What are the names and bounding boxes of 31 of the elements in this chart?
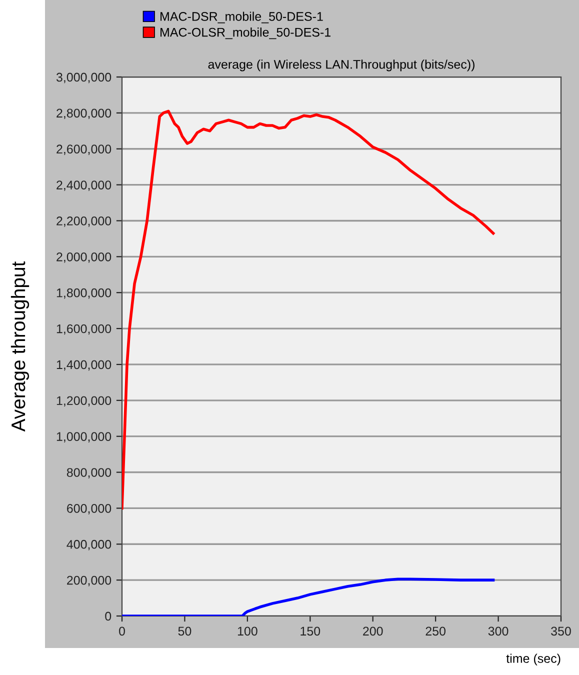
y-tick-label: 1,600,000	[56, 324, 112, 335]
legend-label: MAC-OLSR_mobile_50-DES-1	[160, 28, 330, 40]
y-axis-title: Average throughput	[10, 261, 30, 432]
y-tick-label: 1,400,000	[56, 360, 112, 371]
x-tick-label: 200	[363, 626, 383, 636]
y-tick-label: 1,800,000	[56, 288, 112, 299]
y-tick-label: 0	[105, 612, 112, 621]
x-tick-label: 50	[178, 626, 192, 636]
x-tick-label: 0	[119, 626, 125, 636]
chart-title: average (in Wireless LAN.Throughput (bits/sec))	[208, 60, 474, 72]
y-tick-label: 1,000,000	[56, 432, 112, 442]
x-tick-label: 300	[488, 626, 508, 636]
line-series	[122, 110, 495, 510]
x-tick-label: 100	[238, 626, 258, 636]
y-tick-label: 2,000,000	[56, 252, 112, 263]
y-tick-label: 400,000	[66, 540, 112, 550]
line-series	[122, 578, 495, 616]
y-tick-label: 200,000	[67, 576, 112, 586]
legend-label: MAC-DSR_mobile_50-DES-1	[160, 12, 323, 24]
y-tick-label: 800,000	[66, 468, 112, 478]
y-tick-label: 2,600,000	[56, 144, 112, 155]
y-tick-label: 2,800,000	[56, 108, 112, 120]
y-tick-label: 3,000,000	[56, 72, 112, 84]
x-axis-title: time (sec)	[506, 654, 560, 666]
x-tick-label: 150	[300, 626, 320, 636]
x-tick-label: 250	[426, 626, 446, 636]
y-tick-label: 600,000	[67, 504, 112, 514]
x-tick-label: 350	[551, 626, 571, 636]
y-tick-label: 2,400,000	[56, 180, 112, 191]
y-tick-label: 2,200,000	[56, 216, 112, 227]
y-tick-label: 1,200,000	[56, 396, 112, 407]
